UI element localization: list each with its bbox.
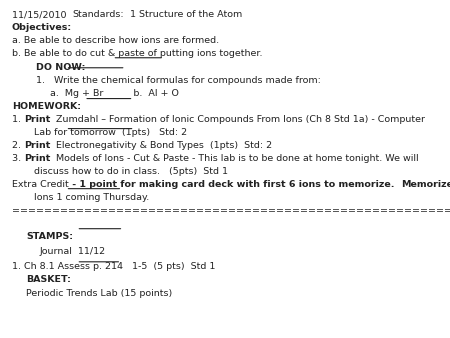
Text: Standards:: Standards:	[72, 10, 124, 19]
Text: 2.: 2.	[12, 141, 24, 150]
Text: Zumdahl – Formation of Ionic Compounds From Ions (Ch 8 Std 1a) - Computer: Zumdahl – Formation of Ionic Compounds F…	[50, 115, 425, 124]
Text: Models of Ions - Cut & Paste - This lab is to be done at home tonight. We will: Models of Ions - Cut & Paste - This lab …	[50, 154, 419, 163]
Text: 1. Ch 8.1 Assess p. 214   1-5  (5 pts)  Std 1: 1. Ch 8.1 Assess p. 214 1-5 (5 pts) Std …	[12, 262, 216, 271]
Text: 3.: 3.	[12, 154, 24, 163]
Text: Electronegativity & Bond Types  (1pts)  Std: 2: Electronegativity & Bond Types (1pts) St…	[50, 141, 273, 150]
Text: 1.   Write the chemical formulas for compounds made from:: 1. Write the chemical formulas for compo…	[36, 76, 321, 85]
Text: =====================================================================: ========================================…	[12, 206, 450, 215]
Text: a. Be able to describe how ions are formed.: a. Be able to describe how ions are form…	[12, 36, 219, 45]
Text: HOMEWORK:: HOMEWORK:	[12, 102, 81, 111]
Text: Print: Print	[24, 141, 50, 150]
Text: Print: Print	[24, 115, 50, 124]
Text: b. Be able to do cut & paste of putting ions together.: b. Be able to do cut & paste of putting …	[12, 49, 262, 58]
Text: Memorize: Memorize	[401, 180, 450, 189]
Text: Ions 1 coming Thursday.: Ions 1 coming Thursday.	[34, 193, 149, 202]
Text: a.  Mg + Br          b.  Al + O: a. Mg + Br b. Al + O	[50, 89, 179, 98]
Text: - 1 point for making card deck with first 6 ions to memorize.: - 1 point for making card deck with firs…	[69, 180, 401, 189]
Text: Journal  11/12: Journal 11/12	[40, 247, 106, 256]
Text: BASKET:: BASKET:	[26, 275, 71, 284]
Text: 1 Structure of the Atom: 1 Structure of the Atom	[124, 10, 243, 19]
Text: Objectives:: Objectives:	[12, 23, 72, 32]
Text: Lab for tomorrow  (1pts)   Std: 2: Lab for tomorrow (1pts) Std: 2	[34, 128, 187, 137]
Text: STAMPS:: STAMPS:	[26, 232, 73, 241]
Text: 11/15/2010: 11/15/2010	[12, 10, 72, 19]
Text: Print: Print	[24, 154, 50, 163]
Text: DO NOW:: DO NOW:	[36, 63, 86, 72]
Text: Periodic Trends Lab (15 points): Periodic Trends Lab (15 points)	[26, 289, 172, 298]
Text: discuss how to do in class.   (5pts)  Std 1: discuss how to do in class. (5pts) Std 1	[34, 167, 228, 176]
Text: 1.: 1.	[12, 115, 24, 124]
Text: Extra Credit: Extra Credit	[12, 180, 69, 189]
